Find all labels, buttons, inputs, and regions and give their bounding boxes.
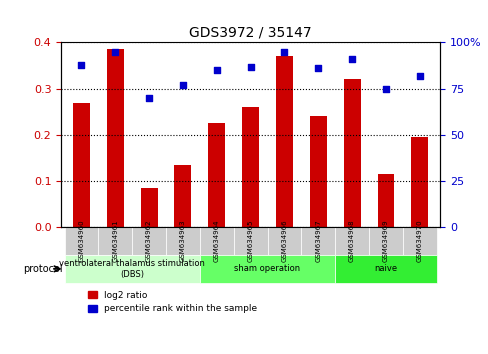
Text: protocol: protocol <box>23 264 62 274</box>
FancyBboxPatch shape <box>368 227 402 255</box>
Point <box>212 67 220 73</box>
FancyBboxPatch shape <box>267 227 301 255</box>
Bar <box>275 56 292 227</box>
Text: GSM634961: GSM634961 <box>112 220 118 262</box>
Bar <box>174 165 191 227</box>
FancyBboxPatch shape <box>132 227 166 255</box>
FancyBboxPatch shape <box>233 227 267 255</box>
Point <box>78 62 85 68</box>
Text: GSM634964: GSM634964 <box>213 220 219 262</box>
Text: sham operation: sham operation <box>234 264 300 273</box>
Text: GSM634965: GSM634965 <box>247 220 253 262</box>
Bar <box>141 188 157 227</box>
FancyBboxPatch shape <box>98 227 132 255</box>
FancyBboxPatch shape <box>64 227 98 255</box>
Text: naive: naive <box>374 264 397 273</box>
Point <box>314 65 322 71</box>
Bar <box>343 79 360 227</box>
Bar <box>208 123 225 227</box>
Point <box>246 64 254 69</box>
FancyBboxPatch shape <box>402 227 436 255</box>
Bar <box>309 116 326 227</box>
Point <box>415 73 423 79</box>
FancyBboxPatch shape <box>334 255 436 283</box>
Point <box>111 49 119 55</box>
FancyBboxPatch shape <box>166 227 200 255</box>
Text: GSM634968: GSM634968 <box>348 220 354 262</box>
Text: ventrolateral thalamus stimulation
(DBS): ventrolateral thalamus stimulation (DBS) <box>59 259 204 279</box>
Bar <box>410 137 427 227</box>
FancyBboxPatch shape <box>64 255 200 283</box>
Title: GDS3972 / 35147: GDS3972 / 35147 <box>189 26 311 40</box>
FancyBboxPatch shape <box>200 255 334 283</box>
Point <box>179 82 186 88</box>
Point <box>280 49 288 55</box>
Text: GSM634966: GSM634966 <box>281 220 287 262</box>
Legend: log2 ratio, percentile rank within the sample: log2 ratio, percentile rank within the s… <box>84 287 261 317</box>
Bar <box>73 103 90 227</box>
Bar <box>242 107 259 227</box>
Point <box>145 95 153 101</box>
Point <box>381 86 389 92</box>
Text: GSM634969: GSM634969 <box>382 220 388 262</box>
FancyBboxPatch shape <box>301 227 334 255</box>
Text: GSM634962: GSM634962 <box>146 220 152 262</box>
Text: GSM634967: GSM634967 <box>315 220 321 262</box>
Text: GSM634960: GSM634960 <box>78 220 84 262</box>
Bar <box>106 50 123 227</box>
Bar <box>377 174 394 227</box>
Text: GSM634970: GSM634970 <box>416 220 422 262</box>
Point <box>347 56 355 62</box>
Text: GSM634963: GSM634963 <box>180 220 185 262</box>
FancyBboxPatch shape <box>200 227 233 255</box>
FancyBboxPatch shape <box>334 227 368 255</box>
